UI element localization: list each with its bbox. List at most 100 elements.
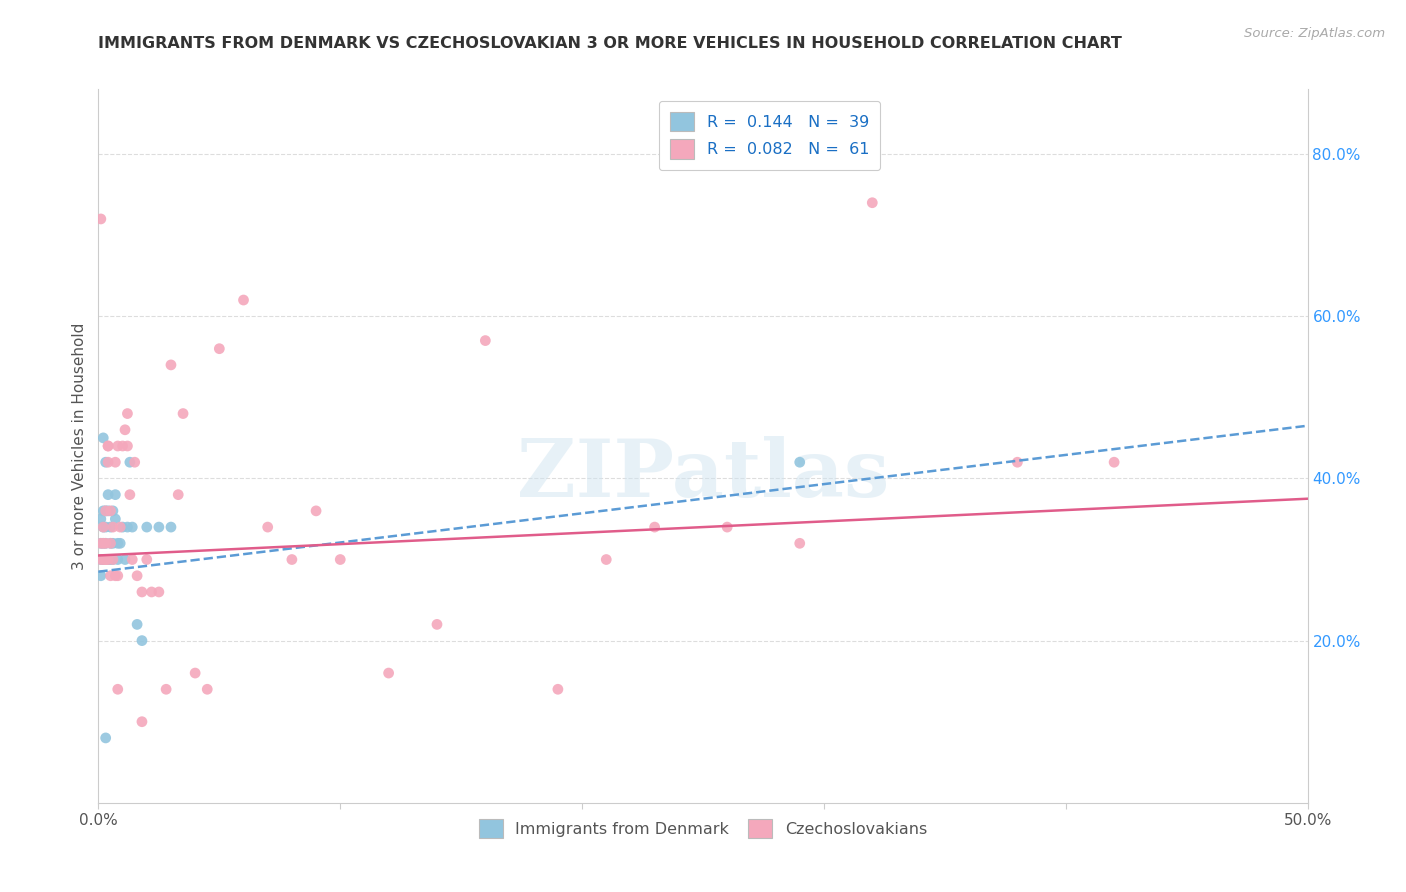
Point <box>135 552 157 566</box>
Point <box>1007 455 1029 469</box>
Point <box>94 552 117 566</box>
Point <box>90 536 112 550</box>
Point <box>107 536 129 550</box>
Point <box>195 682 218 697</box>
Point <box>90 568 112 582</box>
Point <box>94 504 117 518</box>
Point <box>789 536 811 550</box>
Point <box>121 520 143 534</box>
Point <box>644 520 666 534</box>
Text: Source: ZipAtlas.com: Source: ZipAtlas.com <box>1244 27 1385 40</box>
Point <box>94 552 117 566</box>
Point <box>160 520 183 534</box>
Point <box>91 504 114 518</box>
Point <box>118 488 141 502</box>
Y-axis label: 3 or more Vehicles in Household: 3 or more Vehicles in Household <box>72 322 87 570</box>
Point <box>131 585 153 599</box>
Point <box>208 342 231 356</box>
Point <box>104 488 127 502</box>
Point <box>94 504 117 518</box>
Point <box>104 568 127 582</box>
Point <box>97 552 120 566</box>
Point <box>474 334 496 348</box>
Point <box>789 455 811 469</box>
Text: IMMIGRANTS FROM DENMARK VS CZECHOSLOVAKIAN 3 OR MORE VEHICLES IN HOUSEHOLD CORRE: IMMIGRANTS FROM DENMARK VS CZECHOSLOVAKI… <box>98 36 1122 51</box>
Point <box>91 552 114 566</box>
Point <box>426 617 449 632</box>
Point <box>104 455 127 469</box>
Text: ZIPatlas: ZIPatlas <box>517 435 889 514</box>
Point <box>131 633 153 648</box>
Point <box>101 520 124 534</box>
Point <box>90 552 112 566</box>
Point <box>148 520 170 534</box>
Point <box>114 423 136 437</box>
Point <box>97 439 120 453</box>
Point <box>104 512 127 526</box>
Point <box>281 552 304 566</box>
Point <box>131 714 153 729</box>
Point <box>100 504 122 518</box>
Point <box>172 407 194 421</box>
Point <box>127 617 149 632</box>
Point <box>117 520 139 534</box>
Point <box>107 552 129 566</box>
Point <box>860 195 883 210</box>
Point <box>94 536 117 550</box>
Point <box>377 666 399 681</box>
Point <box>91 520 114 534</box>
Point <box>100 536 122 550</box>
Point <box>90 536 112 550</box>
Point <box>232 293 254 307</box>
Point <box>94 536 117 550</box>
Point <box>148 585 170 599</box>
Point <box>91 552 114 566</box>
Point <box>108 536 131 550</box>
Point <box>97 455 120 469</box>
Point <box>1102 455 1125 469</box>
Point <box>91 520 114 534</box>
Point <box>141 585 163 599</box>
Point <box>111 520 134 534</box>
Point <box>329 552 352 566</box>
Point <box>121 552 143 566</box>
Point <box>547 682 569 697</box>
Point <box>90 211 112 226</box>
Point <box>111 439 134 453</box>
Point <box>94 520 117 534</box>
Point <box>108 520 131 534</box>
Point <box>184 666 207 681</box>
Point <box>716 520 738 534</box>
Point <box>101 536 124 550</box>
Point <box>305 504 328 518</box>
Point <box>101 552 124 566</box>
Point <box>127 568 149 582</box>
Point <box>101 504 124 518</box>
Point <box>90 512 112 526</box>
Point <box>118 455 141 469</box>
Point <box>107 568 129 582</box>
Point <box>114 552 136 566</box>
Point <box>100 520 122 534</box>
Point <box>97 488 120 502</box>
Point <box>117 407 139 421</box>
Point <box>124 455 146 469</box>
Point <box>135 520 157 534</box>
Point <box>91 536 114 550</box>
Point <box>107 439 129 453</box>
Point <box>91 536 114 550</box>
Point <box>100 568 122 582</box>
Point <box>97 504 120 518</box>
Point <box>101 552 124 566</box>
Point <box>155 682 177 697</box>
Point <box>107 682 129 697</box>
Point <box>97 552 120 566</box>
Point <box>160 358 183 372</box>
Point <box>256 520 278 534</box>
Point <box>595 552 617 566</box>
Point <box>167 488 190 502</box>
Point <box>100 536 122 550</box>
Point <box>117 439 139 453</box>
Point <box>94 731 117 745</box>
Point <box>90 552 112 566</box>
